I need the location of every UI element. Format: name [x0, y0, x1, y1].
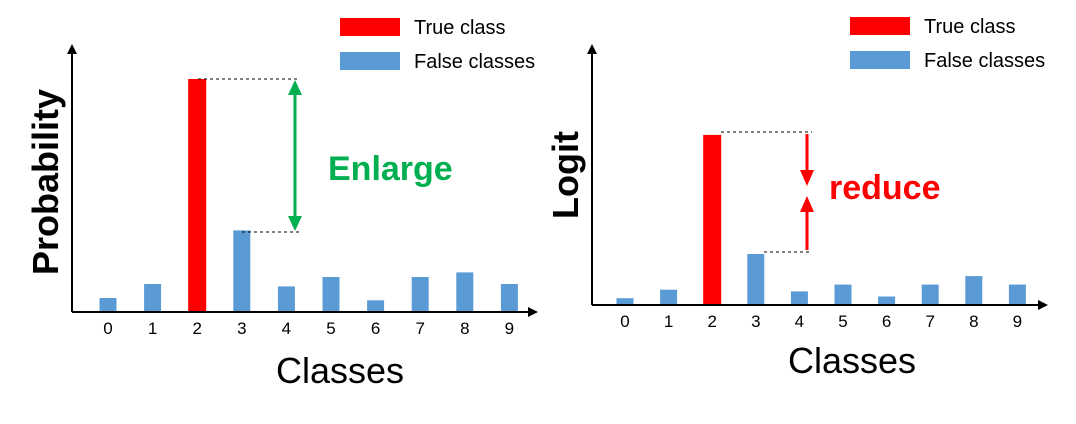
- chart-left-ticks: 0 1 2 3 4 5 6 7 8 9: [103, 319, 514, 338]
- enlarge-annotation: Enlarge: [198, 78, 453, 233]
- x-tick-label-7: 7: [415, 319, 424, 338]
- false-class-bar-0: [99, 298, 117, 312]
- enlarge-arrowhead-up: [288, 80, 302, 95]
- chart-right-xlabel: Classes: [788, 340, 916, 381]
- false-class-bar-1: [660, 289, 678, 305]
- false-class-bar-9: [500, 284, 518, 312]
- chart-left-bars: [99, 79, 518, 312]
- legend-true-label: True class: [924, 16, 1016, 38]
- x-tick-label-5: 5: [838, 312, 847, 331]
- false-class-bar-1: [144, 284, 162, 312]
- reduce-arrowhead-up: [800, 196, 814, 212]
- reduce-label: reduce: [829, 169, 941, 207]
- x-tick-label-1: 1: [148, 319, 157, 338]
- false-class-bar-5: [322, 277, 340, 312]
- false-class-bar-9: [1008, 284, 1026, 305]
- legend-true-label: True class: [414, 17, 506, 39]
- chart-right-ylabel: Logit: [545, 131, 586, 219]
- false-class-bar-4: [277, 286, 295, 312]
- false-class-bar-4: [790, 291, 808, 305]
- x-tick-label-8: 8: [969, 312, 978, 331]
- x-tick-label-1: 1: [664, 312, 673, 331]
- x-tick-label-3: 3: [237, 319, 246, 338]
- x-tick-label-2: 2: [707, 312, 716, 331]
- false-class-bar-6: [878, 296, 896, 305]
- false-class-bar-6: [367, 300, 385, 312]
- chart-right-legend: True class False classes: [850, 16, 1045, 72]
- chart-left-legend: True class False classes: [340, 17, 535, 73]
- chart-right-bars: [616, 134, 1026, 305]
- x-tick-label-9: 9: [505, 319, 514, 338]
- false-class-bar-3: [747, 254, 765, 305]
- false-class-bar-0: [616, 298, 634, 305]
- legend-false-swatch: [850, 51, 910, 69]
- chart-right-ticks: 0 1 2 3 4 5 6 7 8 9: [620, 312, 1022, 331]
- x-tick-label-7: 7: [925, 312, 934, 331]
- false-class-bar-7: [921, 284, 939, 305]
- x-tick-label-0: 0: [103, 319, 112, 338]
- x-tick-label-4: 4: [795, 312, 804, 331]
- enlarge-label: Enlarge: [328, 150, 453, 188]
- chart-left-ylabel: Probability: [25, 89, 66, 275]
- chart-left-xlabel: Classes: [276, 350, 404, 391]
- x-tick-label-2: 2: [192, 319, 201, 338]
- legend-false-swatch: [340, 52, 400, 70]
- x-tick-label-6: 6: [882, 312, 891, 331]
- legend-false-label: False classes: [414, 51, 535, 73]
- x-tick-label-8: 8: [460, 319, 469, 338]
- false-class-bar-8: [965, 276, 983, 305]
- chart-left: Probability Classes True class False cla…: [25, 17, 538, 391]
- false-class-bar-3: [233, 230, 251, 312]
- x-tick-label-0: 0: [620, 312, 629, 331]
- x-tick-label-3: 3: [751, 312, 760, 331]
- true-class-bar-2: [703, 134, 722, 305]
- x-tick-label-6: 6: [371, 319, 380, 338]
- false-class-bar-7: [411, 277, 429, 312]
- x-tick-label-4: 4: [282, 319, 291, 338]
- reduce-annotation: reduce: [721, 131, 941, 253]
- chart-right: Logit Classes True class False classes 0…: [545, 16, 1048, 381]
- legend-false-label: False classes: [924, 50, 1045, 72]
- x-tick-label-9: 9: [1013, 312, 1022, 331]
- true-class-bar-2: [188, 79, 207, 312]
- false-class-bar-5: [834, 284, 852, 305]
- legend-true-swatch: [340, 18, 400, 36]
- reduce-arrowhead-down: [800, 170, 814, 186]
- x-tick-label-5: 5: [326, 319, 335, 338]
- false-class-bar-8: [456, 272, 474, 312]
- legend-true-swatch: [850, 17, 910, 35]
- enlarge-arrowhead-down: [288, 216, 302, 231]
